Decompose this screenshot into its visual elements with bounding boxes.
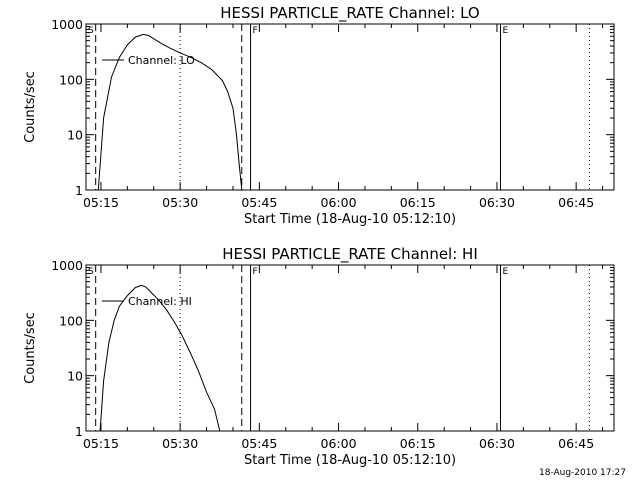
x-tick-label: 06:30	[479, 195, 515, 210]
y-tick-label: 10	[67, 128, 83, 143]
time-marker-label: F	[253, 267, 258, 277]
x-tick-label: 05:45	[241, 436, 277, 451]
plot-frame	[85, 23, 615, 191]
time-marker-label: S	[88, 267, 94, 277]
x-axis-label: Start Time (18-Aug-10 05:12:10)	[244, 212, 456, 227]
x-tick-label: 06:15	[400, 195, 436, 210]
x-tick-label: 05:15	[83, 195, 119, 210]
y-tick-label: 10	[67, 369, 83, 384]
y-tick-label: 1	[75, 183, 83, 198]
y-tick-label: 100	[59, 72, 83, 87]
time-marker-label: F	[253, 26, 258, 36]
time-marker-label: S	[88, 26, 94, 36]
x-tick-label: 06:45	[558, 195, 594, 210]
chart-title: HESSI PARTICLE_RATE Channel: LO	[220, 4, 479, 23]
x-tick-label: 06:00	[321, 195, 357, 210]
y-tick-label: 1000	[51, 17, 83, 32]
x-tick-label: 06:15	[400, 436, 436, 451]
y-axis-label: Counts/sec	[23, 312, 38, 384]
footer-timestamp: 18-Aug-2010 17:27	[539, 468, 626, 478]
series-line	[97, 33, 243, 191]
x-tick-label: 06:00	[321, 436, 357, 451]
chart-title: HESSI PARTICLE_RATE Channel: HI	[222, 245, 478, 264]
series-line	[99, 284, 221, 432]
x-axis-label: Start Time (18-Aug-10 05:12:10)	[244, 453, 456, 468]
plot-frame	[85, 264, 615, 432]
time-marker-label: E	[502, 26, 508, 36]
x-tick-label: 05:45	[241, 195, 277, 210]
x-tick-label: 06:45	[558, 436, 594, 451]
y-axis-label: Counts/sec	[23, 71, 38, 143]
legend-label: Channel: LO	[128, 54, 195, 67]
x-tick-label: 05:15	[83, 436, 119, 451]
x-tick-label: 05:30	[162, 436, 198, 451]
x-tick-label: 05:30	[162, 195, 198, 210]
time-marker-label: E	[502, 267, 508, 277]
y-tick-label: 100	[59, 313, 83, 328]
legend-label: Channel: HI	[128, 295, 192, 308]
chart-panel-hi: HESSI PARTICLE_RATE Channel: HI 1 10 100 100…	[23, 245, 615, 468]
x-tick-label: 06:30	[479, 436, 515, 451]
chart-panel-lo: HESSI PARTICLE_RATE Channel: LO 1 10 100 100…	[23, 4, 615, 227]
y-tick-label: 1	[75, 424, 83, 439]
y-tick-label: 1000	[51, 258, 83, 273]
